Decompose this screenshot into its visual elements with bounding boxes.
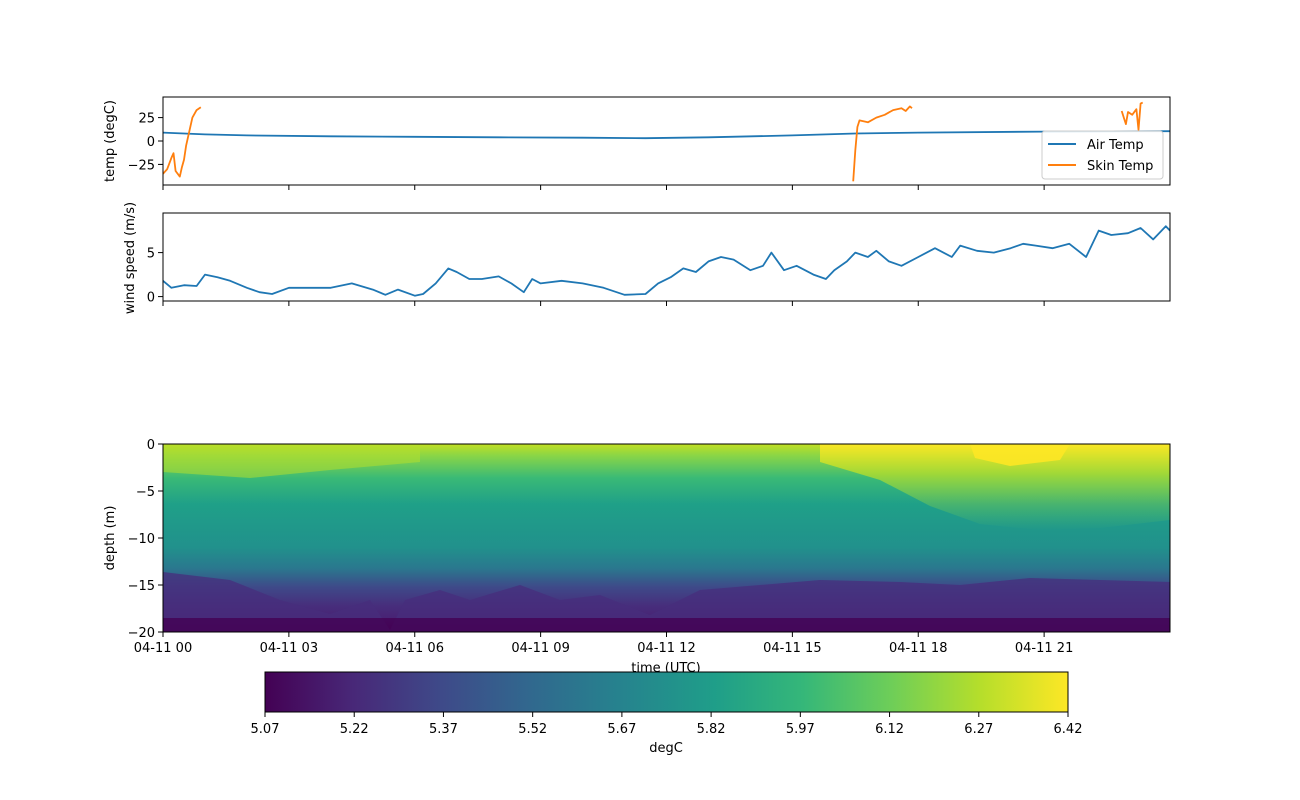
- wind-speed-panel: 5 0 wind speed (m/s): [123, 202, 1171, 314]
- wind-ytick-label: 5: [147, 247, 155, 262]
- colorbar-label: degC: [649, 741, 683, 756]
- colorbar-tick-label: 6.42: [1054, 722, 1083, 737]
- heatmap-ytick-label: −10: [128, 532, 155, 547]
- colorbar-tick-label: 6.12: [875, 722, 904, 737]
- temperature-ytick-label: 0: [147, 135, 155, 150]
- heatmap-xtick-label: 04-11 15: [763, 641, 821, 656]
- temperature-y-axis-label: temp (degC): [103, 100, 118, 182]
- heatmap-xtick-label: 04-11 12: [637, 641, 695, 656]
- heatmap-cold-bottom: [163, 572, 1170, 632]
- heatmap-ytick-label: −5: [136, 485, 155, 500]
- water-temperature-heatmap: 0 −5 −10 −15 −20 04-11 00 04-11 03 04-11 06 04-…: [103, 438, 1171, 676]
- heatmap-ytick-label: −15: [128, 579, 155, 594]
- heatmap-xtick-label: 04-11 21: [1015, 641, 1073, 656]
- heatmap-xtick-label: 04-11 18: [889, 641, 947, 656]
- temperature-plot-frame: [162, 96, 1171, 186]
- heatmap-ytick-label: 0: [147, 438, 155, 453]
- wind-speed-line: [163, 225, 1170, 297]
- colorbar-tick-label: 6.27: [964, 722, 993, 737]
- skin-temp-line: [852, 105, 913, 182]
- heatmap-ytick-label: −20: [128, 626, 155, 641]
- wind-y-axis-label: wind speed (m/s): [123, 202, 138, 314]
- heatmap-warm-surface-left: [163, 444, 420, 478]
- skin-temp-line: [1120, 101, 1144, 131]
- heatmap-xtick-label: 04-11 00: [134, 641, 192, 656]
- heatmap-xtick-label: 04-11 03: [260, 641, 318, 656]
- colorbar-tick-label: 5.67: [607, 722, 636, 737]
- heatmap-warm-surface-right: [820, 444, 1170, 530]
- colorbar-tick-label: 5.07: [251, 722, 280, 737]
- colorbar-tick-label: 5.97: [786, 722, 815, 737]
- colorbar-tick-label: 5.82: [697, 722, 726, 737]
- heatmap-xtick-label: 04-11 06: [386, 641, 444, 656]
- colorbar-tick-label: 5.37: [429, 722, 458, 737]
- wind-ytick-label: 0: [147, 291, 155, 306]
- legend-air-temp-label: Air Temp: [1087, 138, 1144, 153]
- heatmap-deepest-layer: [163, 618, 1170, 632]
- heatmap-xtick-label: 04-11 09: [511, 641, 569, 656]
- colorbar-tick-label: 5.22: [340, 722, 369, 737]
- colorbar-gradient: [264, 671, 1069, 713]
- heatmap-hot-spot: [970, 444, 1070, 466]
- air-temp-line: [163, 130, 1170, 140]
- heatmap-y-axis-label: depth (m): [103, 506, 118, 571]
- temperature-ytick-label: −25: [128, 158, 155, 173]
- skin-temp-line: [163, 106, 202, 178]
- temperature-panel: 25 0 −25 temp (degC) Air Temp Skin Temp: [103, 96, 1171, 190]
- colorbar-tick-label: 5.52: [518, 722, 547, 737]
- colorbar: 5.07 5.22 5.37 5.52 5.67 5.82 5.97 6.12 6.27 6.42…: [251, 671, 1083, 756]
- temperature-ytick-label: 25: [138, 112, 155, 127]
- legend: Air Temp Skin Temp: [1041, 130, 1164, 180]
- legend-skin-temp-label: Skin Temp: [1087, 159, 1153, 174]
